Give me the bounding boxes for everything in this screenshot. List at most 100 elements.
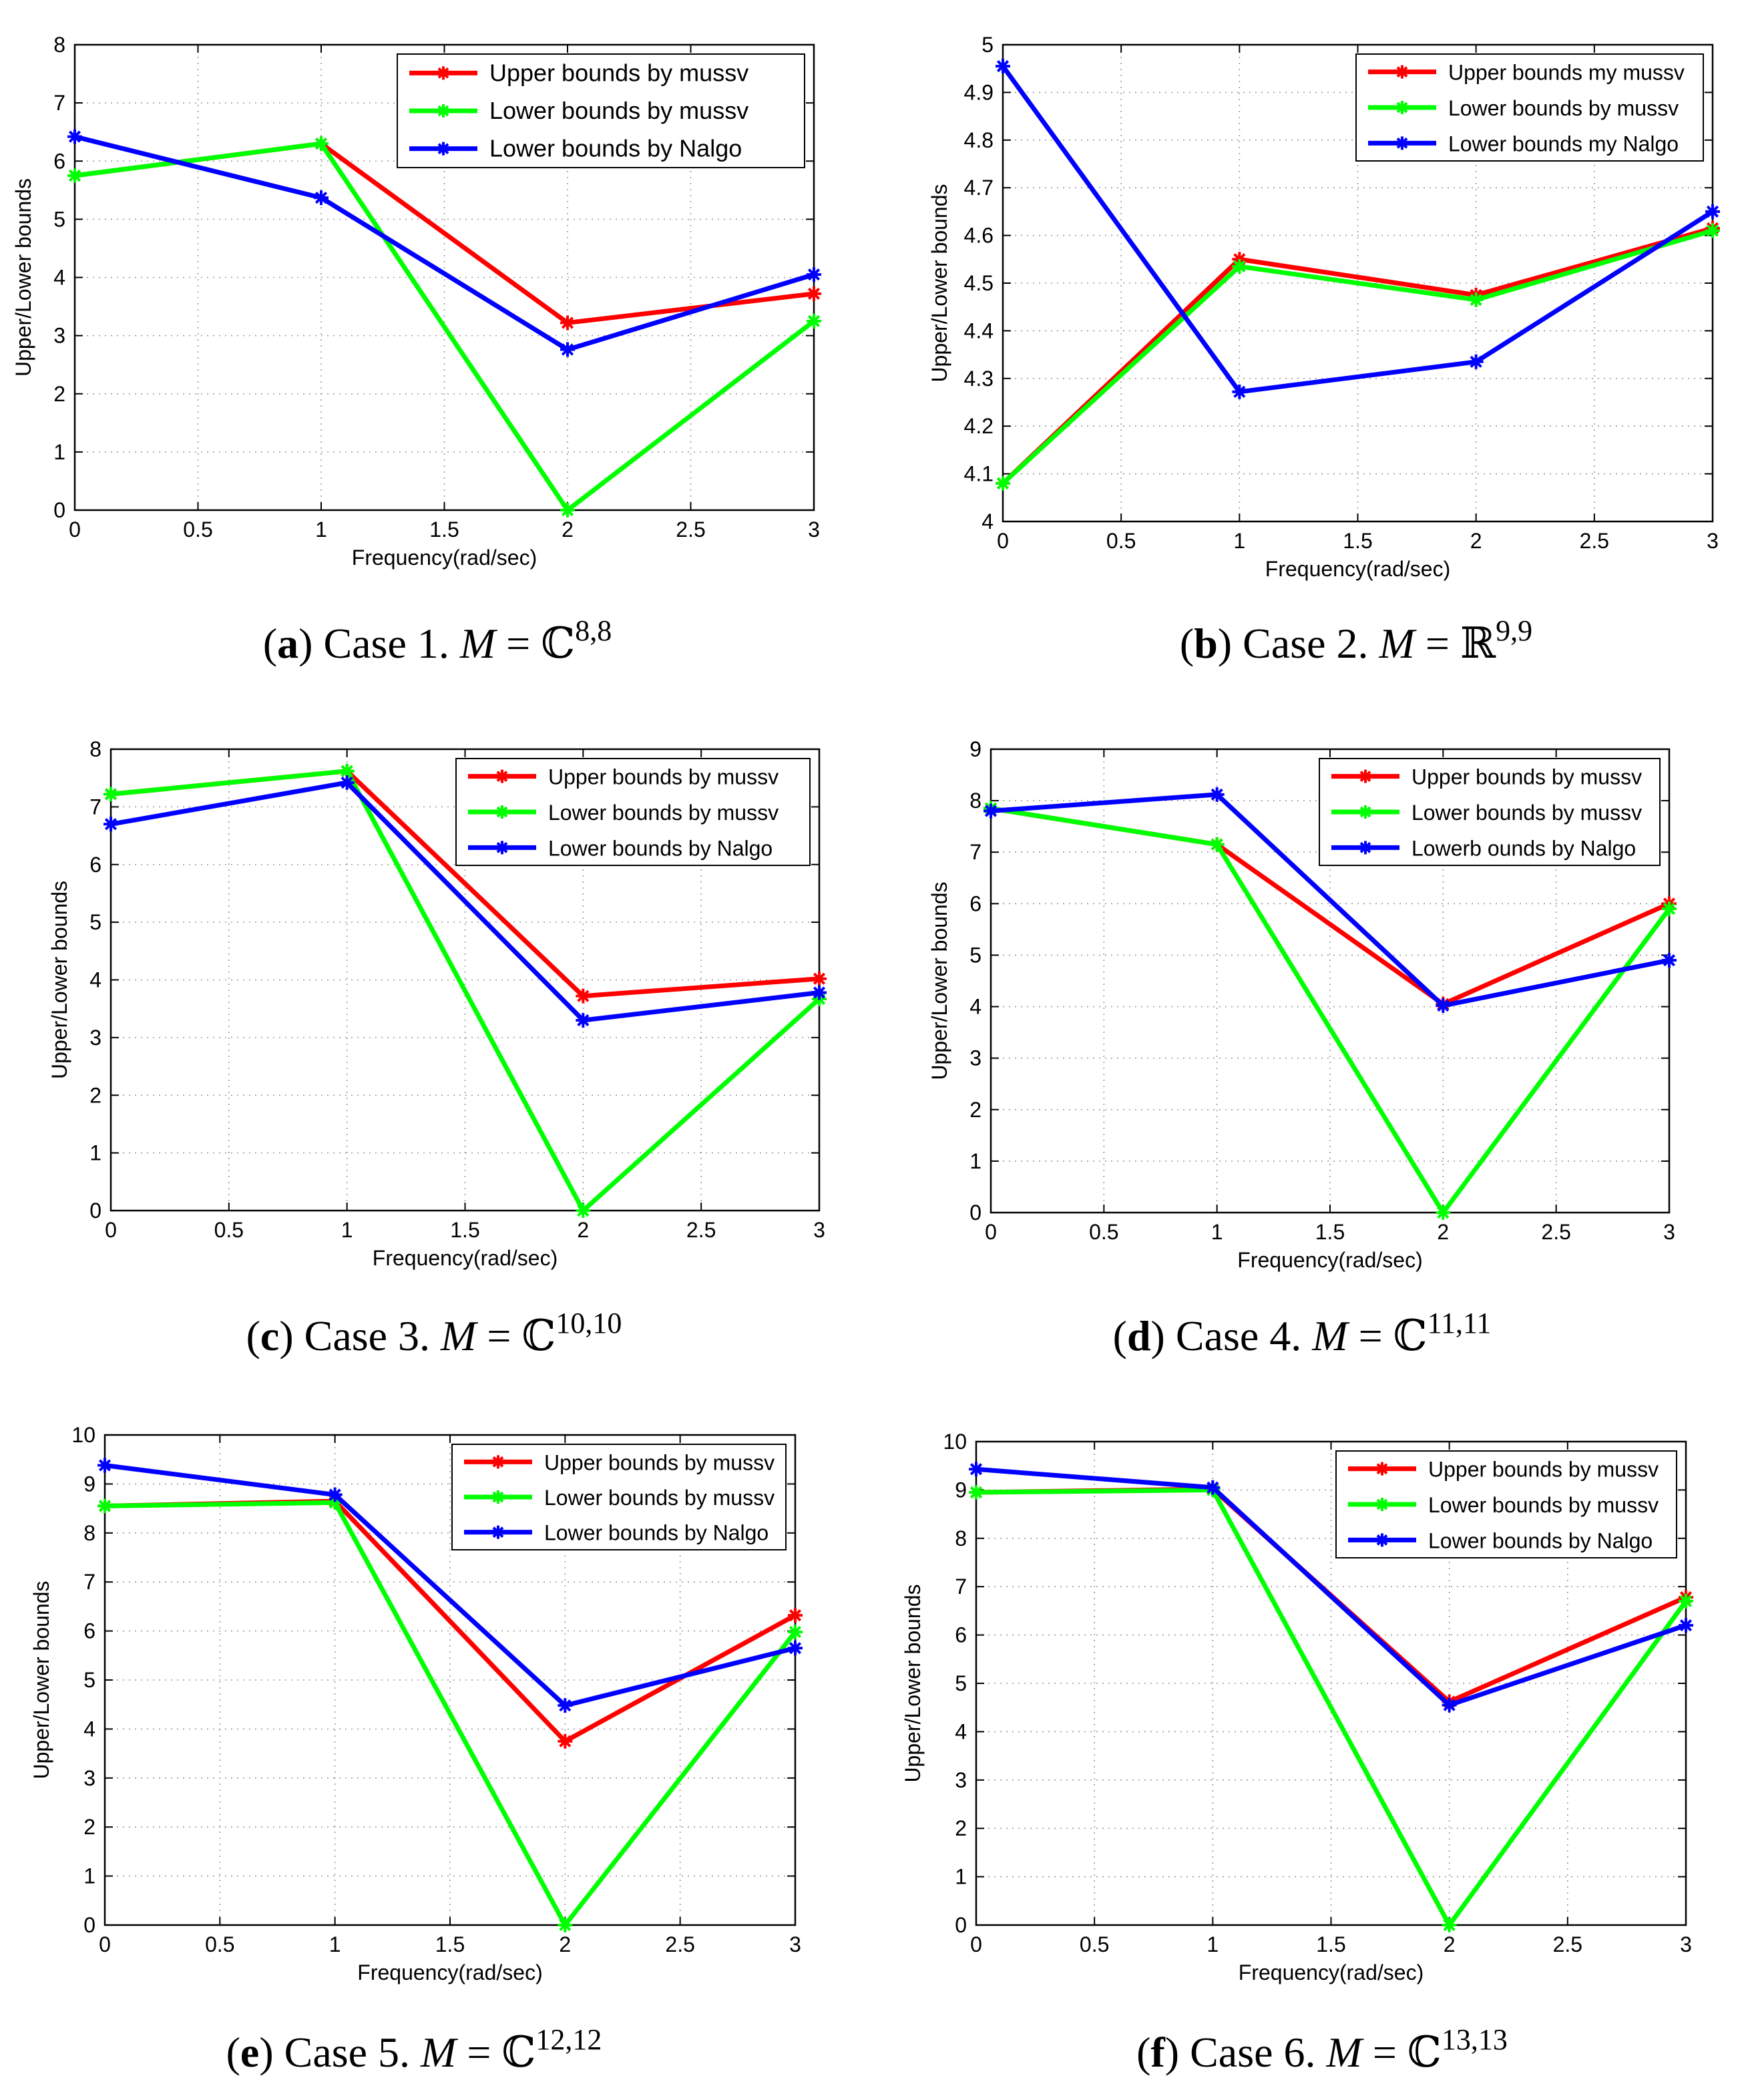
y-axis-label: Upper/Lower bounds <box>47 881 71 1079</box>
data-point <box>339 775 355 791</box>
x-tick-label: 3 <box>1707 529 1719 553</box>
y-tick-label: 0 <box>83 1913 95 1937</box>
x-axis-label: Frequency(rad/sec) <box>1237 1248 1422 1272</box>
caption-a: (a) Case 1. M = ℂ8,8 <box>263 614 612 667</box>
y-tick-label: 1 <box>969 1149 982 1173</box>
x-tick-label: 2 <box>1470 529 1482 553</box>
y-tick-label: 4.3 <box>964 367 994 391</box>
legend: Upper bounds by mussv Lower bounds by mus… <box>1319 758 1661 866</box>
y-tick-label: 5 <box>83 1668 95 1692</box>
y-tick-label: 2 <box>83 1815 95 1839</box>
data-point <box>807 267 821 282</box>
legend-marker <box>491 1490 505 1504</box>
y-tick-label: 2 <box>955 1816 967 1840</box>
series-line-3 <box>975 1466 1687 1708</box>
y-tick-label: 8 <box>53 33 65 57</box>
data-point <box>97 1498 112 1514</box>
x-tick-label: 0 <box>997 529 1009 553</box>
y-tick-label: 6 <box>955 1623 967 1647</box>
legend: Upper bounds by mussv Lower bounds by mus… <box>1335 1450 1677 1558</box>
data-point <box>560 503 575 517</box>
legend-label: Lower bounds by Nalgo <box>489 135 742 162</box>
x-tick-label: 3 <box>813 1218 825 1242</box>
x-tick-label: 2.5 <box>1541 1220 1570 1244</box>
x-tick-label: 0.5 <box>214 1218 244 1242</box>
legend-label: Upper bounds by mussv <box>1428 1458 1659 1482</box>
data-point <box>788 1641 803 1656</box>
x-tick-label: 0.5 <box>205 1932 234 1956</box>
legend-label: Lower bounds by mussv <box>544 1486 775 1510</box>
data-point <box>558 1918 573 1932</box>
y-tick-label: 4 <box>83 1717 95 1741</box>
y-tick-label: 7 <box>83 1570 95 1594</box>
data-point <box>560 315 575 331</box>
legend-label: Upper bounds my mussv <box>1448 61 1685 85</box>
x-tick-label: 0.5 <box>1089 1220 1118 1244</box>
data-point <box>788 1625 803 1640</box>
data-point <box>1662 953 1677 968</box>
x-tick-label: 1 <box>1233 529 1245 553</box>
y-tick-label: 8 <box>89 737 101 761</box>
data-point <box>788 1608 803 1623</box>
legend-marker <box>1359 769 1372 783</box>
y-tick-label: 5 <box>982 33 994 57</box>
x-tick-label: 1 <box>315 517 327 542</box>
chart-panel-e: 0 0.5 1 1.5 2 2.5 3 0 1 2 3 4 5 6 7 8 9 10 Frequency(rad/s… <box>29 1423 803 2076</box>
y-tick-label: 5 <box>53 207 65 231</box>
caption-f: (f) Case 6. M = ℂ13,13 <box>1136 2023 1508 2076</box>
series-line-3 <box>74 134 815 353</box>
y-axis-label: Upper/Lower bounds <box>29 1581 53 1779</box>
legend-marker <box>1395 101 1409 114</box>
y-tick-label: 10 <box>71 1423 95 1447</box>
y-tick-label: 9 <box>969 737 982 761</box>
y-tick-label: 7 <box>955 1574 967 1599</box>
y-tick-label: 0 <box>969 1201 982 1225</box>
legend-label: Upper bounds by mussv <box>548 765 779 789</box>
y-tick-label: 7 <box>53 91 65 115</box>
legend-label: Lower bounds by mussv <box>1428 1493 1659 1517</box>
data-point <box>103 787 118 802</box>
y-tick-label: 8 <box>955 1526 967 1550</box>
y-tick-label: 4 <box>955 1719 967 1743</box>
y-tick-label: 4 <box>969 995 982 1019</box>
legend: Upper bounds my mussv Lower bounds by mus… <box>1355 53 1704 162</box>
y-tick-label: 1 <box>83 1864 95 1888</box>
x-tick-label: 2 <box>1444 1932 1456 1956</box>
x-tick-label: 0.5 <box>1080 1932 1109 1956</box>
data-point <box>812 971 827 986</box>
y-tick-label: 4.6 <box>964 224 994 248</box>
legend-label: Lower bounds by Nalgo <box>1428 1528 1653 1552</box>
data-point <box>576 1012 591 1028</box>
data-point <box>1679 1618 1693 1633</box>
x-tick-label: 2.5 <box>1553 1932 1582 1956</box>
y-tick-label: 3 <box>83 1766 95 1790</box>
x-tick-label: 1 <box>1207 1932 1219 1956</box>
y-tick-label: 7 <box>969 840 982 864</box>
y-tick-label: 0 <box>89 1199 101 1223</box>
series-line-2 <box>1001 228 1713 485</box>
data-point <box>327 1495 343 1510</box>
data-point <box>558 1698 573 1713</box>
y-tick-label: 3 <box>969 1046 982 1070</box>
x-tick-label: 2 <box>1437 1220 1449 1244</box>
data-point <box>1442 1918 1457 1932</box>
legend-marker <box>491 1525 505 1539</box>
y-tick-label: 8 <box>969 789 982 813</box>
x-tick-label: 1 <box>329 1932 341 1956</box>
series-line-3 <box>1001 65 1714 395</box>
legend: Upper bounds by mussv Lower bounds by mus… <box>397 53 805 168</box>
x-tick-label: 1 <box>1211 1220 1223 1244</box>
y-tick-label: 4.1 <box>964 462 994 486</box>
legend-label: Lower bounds by mussv <box>548 801 779 825</box>
series-line-2 <box>74 141 816 513</box>
data-point <box>1662 901 1677 917</box>
legend-label: Lower bounds my Nalgo <box>1448 132 1679 156</box>
axes-box <box>990 748 1671 1214</box>
x-tick-label: 0 <box>99 1932 111 1956</box>
data-point <box>969 1462 984 1477</box>
caption-c: (c) Case 3. M = ℂ10,10 <box>246 1307 622 1359</box>
legend-label: Lower bounds by mussv <box>1411 801 1642 825</box>
x-tick-label: 1.5 <box>450 1218 479 1242</box>
series-line-2 <box>990 806 1671 1215</box>
y-axis-label: Upper/Lower bounds <box>901 1584 925 1782</box>
